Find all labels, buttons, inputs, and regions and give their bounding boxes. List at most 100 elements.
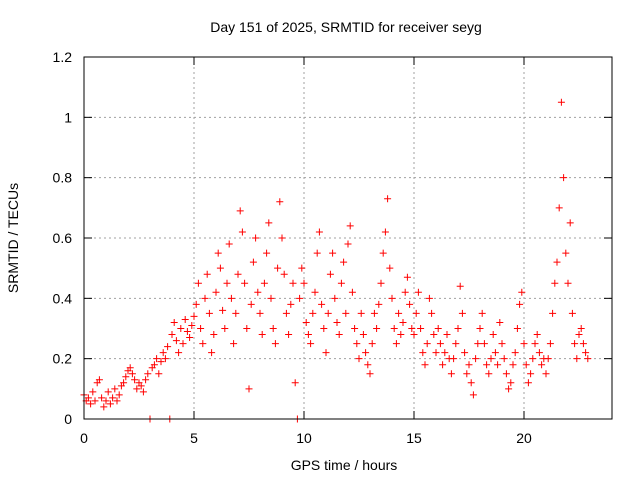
data-point	[335, 331, 343, 339]
data-point	[326, 270, 334, 278]
data-point	[395, 309, 403, 317]
data-point	[522, 361, 530, 369]
data-point	[175, 349, 183, 357]
data-point	[370, 309, 378, 317]
data-point	[168, 331, 176, 339]
data-point	[245, 385, 253, 393]
data-point	[412, 309, 420, 317]
data-point	[243, 325, 251, 332]
y-tick-label: 0.4	[53, 290, 73, 306]
data-point	[331, 294, 339, 302]
data-point	[320, 325, 328, 332]
data-point	[282, 309, 290, 317]
data-point	[278, 234, 286, 242]
data-point	[496, 318, 504, 326]
data-point	[230, 340, 238, 348]
data-point	[254, 288, 262, 296]
x-tick-label: 5	[190, 430, 198, 446]
data-point	[287, 300, 295, 308]
data-point	[472, 355, 480, 363]
data-point	[582, 349, 590, 357]
data-point	[535, 349, 543, 357]
data-point	[359, 331, 367, 339]
data-point	[419, 349, 427, 357]
data-point	[329, 249, 337, 257]
data-point	[478, 309, 486, 317]
data-point	[113, 397, 121, 405]
data-point	[414, 288, 422, 296]
data-point	[181, 315, 189, 323]
data-point	[555, 204, 563, 212]
data-point	[252, 234, 260, 242]
data-point	[353, 340, 361, 348]
y-tick-label: 0	[64, 411, 72, 427]
data-point	[128, 370, 136, 378]
data-point	[498, 340, 506, 348]
data-point	[432, 349, 440, 357]
data-point	[307, 340, 315, 348]
data-point	[362, 349, 370, 357]
data-point	[153, 355, 161, 363]
data-point	[366, 370, 374, 378]
data-point	[485, 370, 493, 378]
data-point	[291, 379, 299, 387]
y-axis-label: SRMTID / TECUs	[5, 183, 21, 293]
data-point	[311, 288, 319, 296]
data-point	[142, 376, 150, 384]
data-point	[399, 318, 407, 326]
data-point	[452, 340, 460, 348]
axis-ticks: 0 5 10 15 20 0 0.2 0.4 0.6 0.8 1 1.2	[53, 49, 612, 446]
data-point	[313, 249, 321, 257]
data-point	[441, 349, 449, 357]
data-point	[542, 370, 550, 378]
data-point	[443, 331, 451, 339]
data-point	[575, 331, 583, 339]
data-point	[373, 325, 381, 332]
data-point	[425, 294, 433, 302]
data-point	[428, 309, 436, 317]
data-point	[212, 288, 220, 296]
grid-lines	[84, 57, 612, 419]
data-point	[401, 288, 409, 296]
data-point	[439, 361, 447, 369]
data-point	[538, 361, 546, 369]
data-point	[315, 228, 323, 236]
data-point	[357, 309, 365, 317]
data-point	[557, 98, 565, 106]
data-point	[465, 361, 473, 369]
data-point	[95, 376, 103, 384]
data-point	[406, 300, 414, 308]
data-point	[131, 376, 139, 384]
data-point	[100, 403, 108, 411]
data-point	[322, 349, 330, 357]
data-point	[161, 355, 169, 363]
data-point	[584, 355, 592, 363]
data-point	[269, 325, 277, 332]
data-point	[524, 379, 532, 387]
data-point	[463, 370, 471, 378]
data-point	[236, 207, 244, 215]
data-point	[274, 264, 282, 272]
data-point	[342, 309, 350, 317]
data-point	[150, 361, 158, 369]
data-point	[241, 279, 249, 287]
data-point	[333, 318, 341, 326]
data-point	[137, 382, 145, 390]
data-point	[434, 325, 442, 332]
data-point	[296, 294, 304, 302]
data-point	[560, 174, 568, 182]
data-point	[520, 340, 528, 348]
data-point	[527, 370, 535, 378]
data-point	[562, 249, 570, 257]
x-tick-label: 20	[516, 430, 532, 446]
data-point	[507, 379, 515, 387]
data-point	[247, 300, 255, 308]
data-point	[403, 273, 411, 281]
data-point	[549, 309, 557, 317]
data-point	[344, 240, 352, 248]
data-point	[480, 340, 488, 348]
data-point	[139, 388, 147, 396]
data-point	[210, 331, 218, 339]
data-point	[368, 340, 376, 348]
